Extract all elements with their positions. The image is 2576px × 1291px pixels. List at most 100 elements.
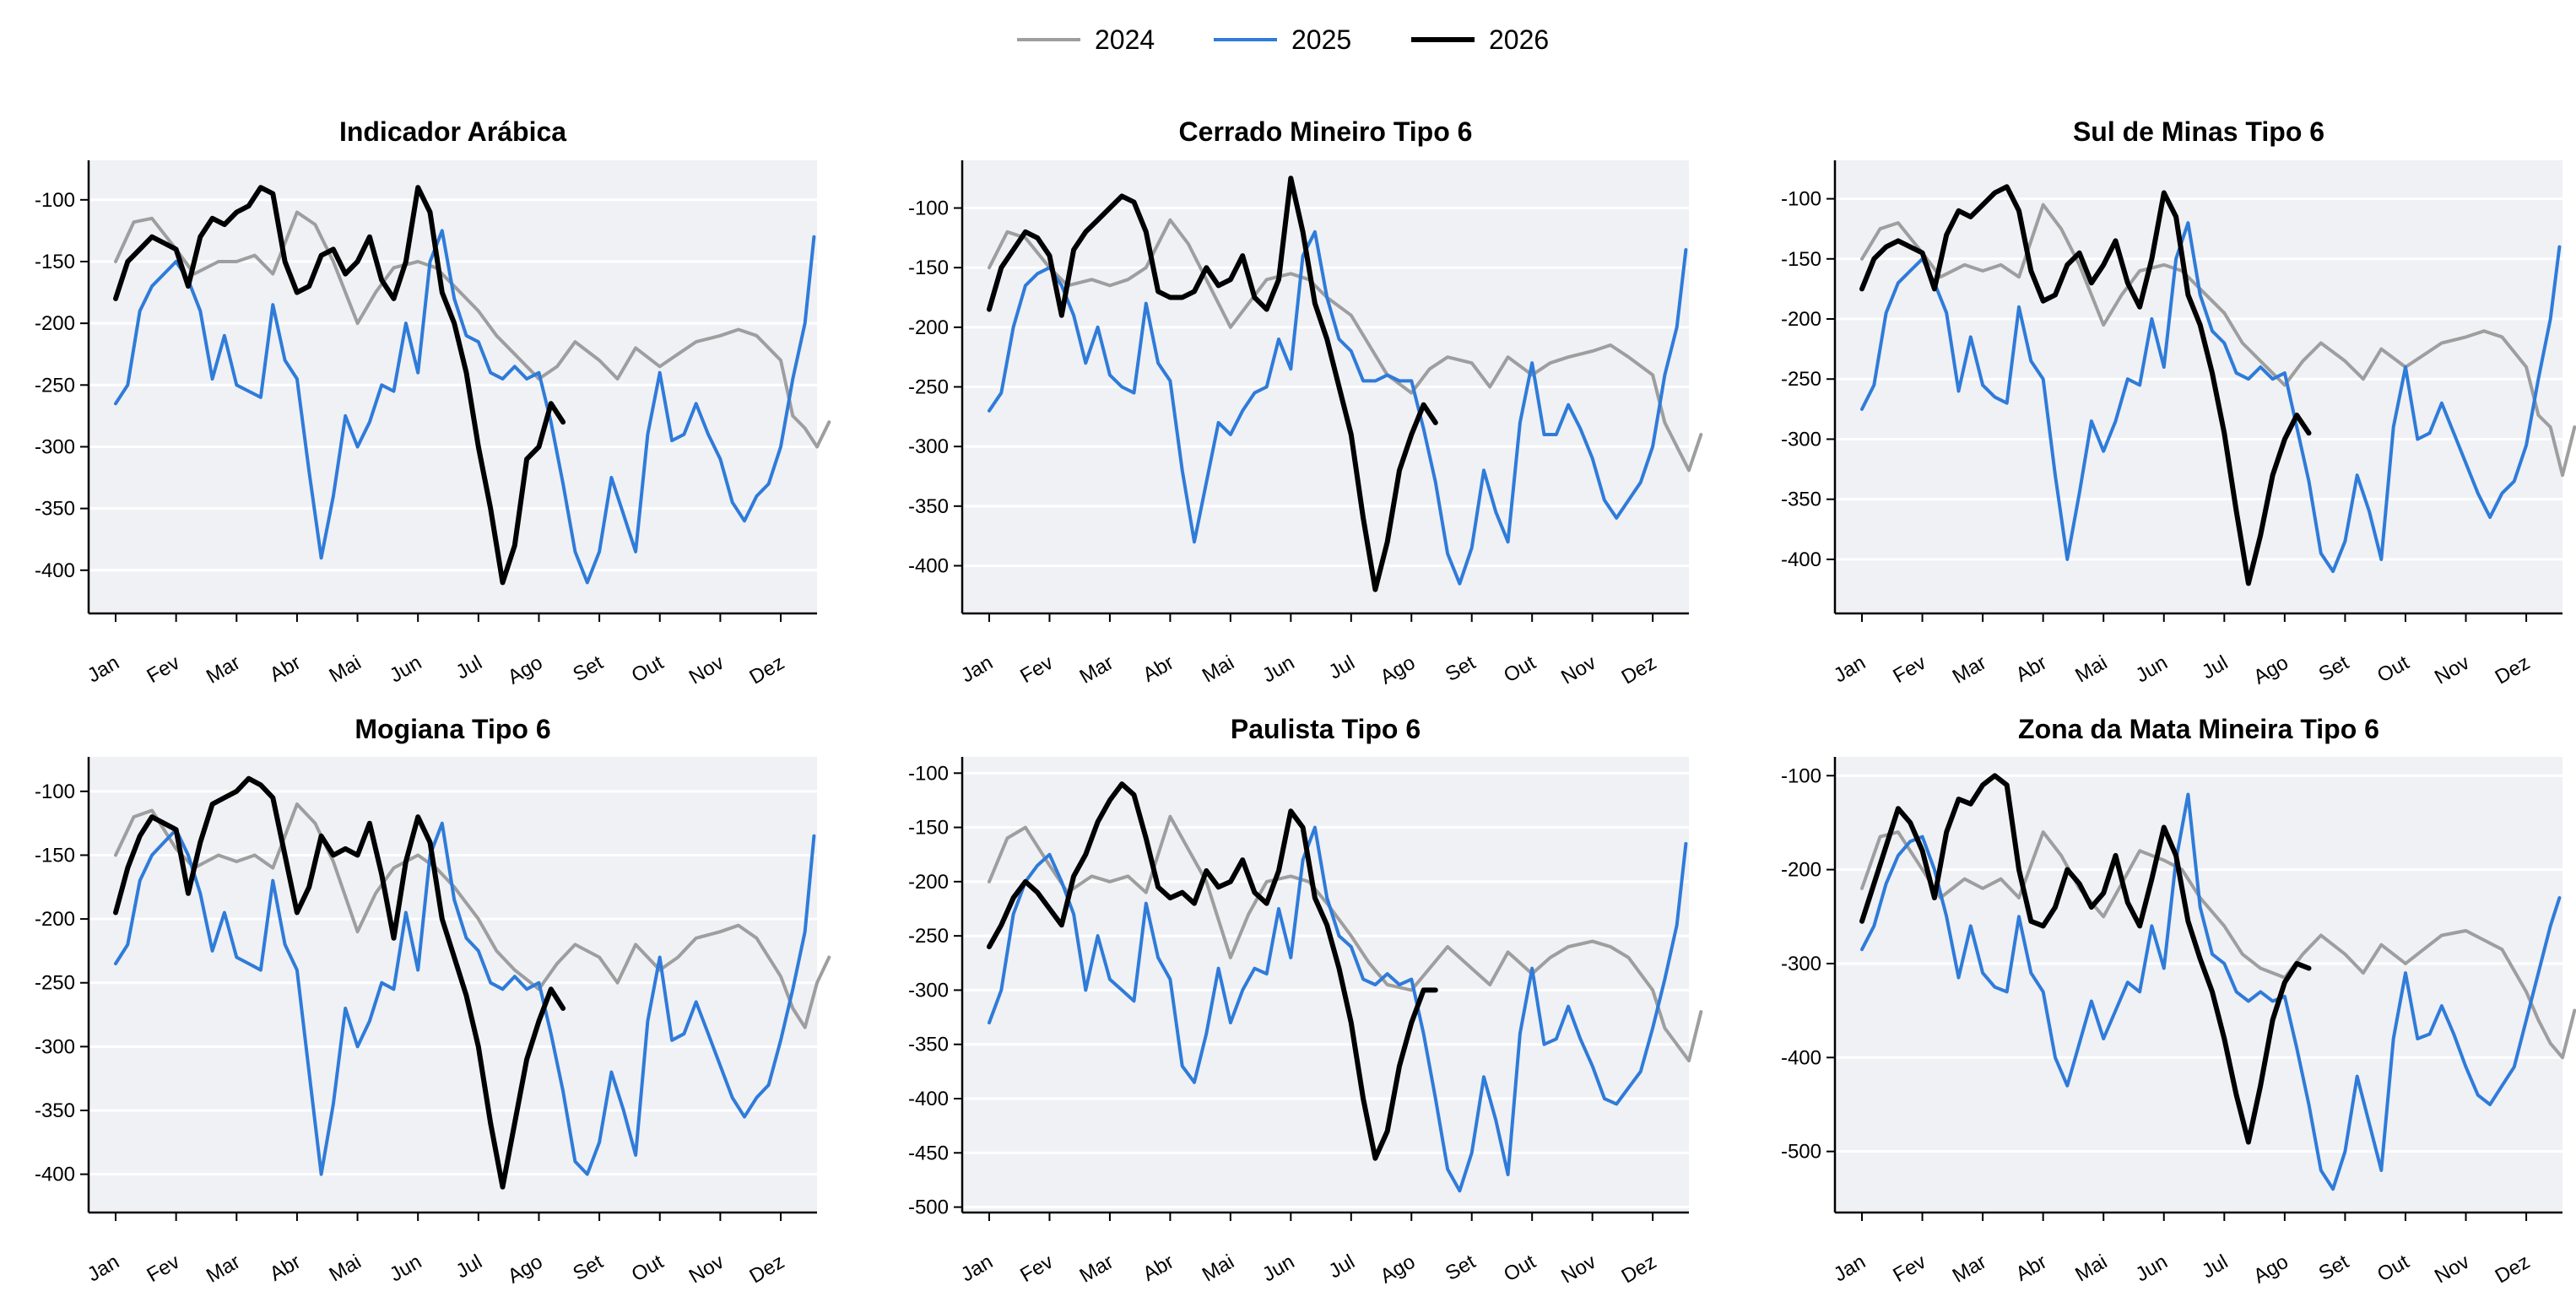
series-line-2025 (1860, 221, 2562, 574)
panel-mogiana-tipo-6: -100 -150 -200 -250 -300 -350 -400 Jan Fev Mar Abr… (35, 714, 831, 1288)
x-tick-label: Mai (326, 651, 365, 688)
x-tick-label: Set (569, 651, 607, 687)
y-tick-label: -150 (908, 817, 949, 840)
x-tick-label: Ago (1377, 1250, 1419, 1288)
x-tick-label: Jan (84, 651, 123, 688)
y-tick-label: -400 (1781, 548, 1821, 571)
series-line-2026 (1859, 773, 2312, 1145)
x-tick-label: Out (628, 1250, 668, 1287)
y-tick-label: -100 (35, 189, 75, 212)
series-line-2024 (114, 802, 831, 1029)
y-tick-label: -300 (908, 979, 949, 1002)
x-tick-label: Fev (1889, 1250, 1929, 1287)
x-tick-label: Dez (746, 1250, 788, 1288)
x-tick-label: Abr (1139, 1250, 1178, 1286)
x-tick-label: Jan (957, 1250, 997, 1287)
x-tick-label: Mai (1199, 1250, 1238, 1287)
panel-title: Cerrado Mineiro Tipo 6 (1179, 116, 1473, 147)
series-line-2024 (988, 814, 1703, 1062)
y-tick-label: -300 (35, 1035, 75, 1058)
x-tick-label: Set (1442, 1250, 1480, 1286)
x-tick-label: Jul (1325, 651, 1359, 684)
x-tick-label: Dez (2492, 651, 2534, 689)
x-tick-label: Abr (266, 651, 305, 687)
series-line-2026 (987, 176, 1438, 592)
legend-entry-2026: 2026 (1411, 24, 1549, 55)
x-tick-label: Ago (1377, 651, 1419, 689)
x-tick-label: Jan (957, 651, 997, 688)
x-tick-label: Dez (1618, 651, 1660, 689)
series-line-2026 (113, 775, 566, 1190)
panel-indicador-arabica: -100 -150 -200 -250 -300 -350 -400 Jan Fev Mar Abr… (35, 116, 831, 689)
x-tick-label: Fev (143, 1250, 183, 1287)
x-tick-label: Set (2315, 1250, 2353, 1286)
y-tick-label: -200 (1781, 308, 1821, 331)
plot-area (1835, 160, 2562, 613)
x-tick-label: Nov (1557, 1250, 1599, 1288)
legend-label: 2026 (1489, 24, 1549, 55)
x-tick-label: Jun (1258, 651, 1298, 688)
y-tick-label: -150 (35, 844, 75, 867)
x-tick-label: Dez (2492, 1250, 2534, 1288)
panel-title: Mogiana Tipo 6 (354, 714, 550, 744)
x-tick-label: Mar (1076, 1250, 1118, 1288)
y-tick-label: -250 (1781, 368, 1821, 391)
y-tick-label: -400 (35, 1164, 75, 1186)
x-tick-label: Fev (143, 651, 183, 688)
x-tick-label: Jun (1258, 1250, 1298, 1287)
x-tick-label: Jan (1830, 651, 1870, 688)
y-tick-label: -100 (1781, 188, 1821, 211)
x-tick-label: Fev (1889, 651, 1929, 688)
x-tick-label: Nov (2431, 651, 2473, 689)
y-tick-label: -200 (908, 871, 949, 894)
x-tick-label: Jul (2198, 651, 2232, 684)
x-tick-label: Jun (2132, 1250, 2172, 1287)
series-line-2025 (1860, 792, 2562, 1191)
y-tick-label: -500 (1781, 1141, 1821, 1164)
y-tick-label: -350 (35, 1099, 75, 1122)
x-tick-label: Mar (1949, 1250, 1990, 1288)
x-tick-label: Jun (2132, 651, 2172, 688)
series-line-2025 (114, 229, 816, 585)
x-tick-label: Ago (2249, 1250, 2292, 1288)
panel-title: Indicador Arábica (339, 116, 566, 147)
legend-label: 2025 (1291, 24, 1351, 55)
x-tick-label: Mar (203, 1250, 244, 1288)
y-tick-label: -300 (1781, 428, 1821, 451)
x-tick-label: Dez (746, 651, 788, 689)
y-tick-label: -250 (35, 374, 75, 397)
panel-title: Zona da Mata Mineira Tipo 6 (2018, 714, 2379, 744)
x-tick-label: Jan (1830, 1250, 1870, 1287)
x-tick-label: Jul (452, 1250, 486, 1283)
x-tick-label: Abr (2012, 651, 2051, 687)
series-line-2024 (1860, 203, 2576, 478)
y-tick-label: -300 (908, 435, 949, 458)
x-tick-label: Out (2373, 1250, 2413, 1287)
x-tick-label: Jun (386, 651, 425, 688)
y-tick-label: -450 (908, 1142, 949, 1164)
y-tick-label: -200 (35, 312, 75, 335)
x-tick-label: Mar (1949, 651, 1990, 689)
panel-title: Sul de Minas Tipo 6 (2073, 116, 2324, 147)
x-tick-label: Jul (452, 651, 486, 684)
series-line-2025 (988, 230, 1688, 586)
x-tick-label: Set (1442, 651, 1480, 687)
y-tick-label: -100 (908, 762, 949, 785)
x-tick-label: Fev (1016, 651, 1057, 688)
y-tick-label: -500 (908, 1196, 949, 1219)
y-tick-label: -200 (1781, 859, 1821, 882)
legend: 2024 2025 2026 (1017, 24, 1549, 55)
x-tick-label: Out (628, 651, 668, 688)
plot-area (89, 160, 817, 613)
y-tick-label: -200 (35, 908, 75, 931)
panel-title: Paulista Tipo 6 (1231, 714, 1421, 744)
x-tick-label: Ago (504, 651, 546, 689)
plot-area (89, 757, 817, 1213)
x-tick-label: Nov (685, 651, 728, 689)
y-tick-label: -100 (35, 781, 75, 803)
x-tick-label: Ago (2249, 651, 2292, 689)
series-line-2024 (988, 218, 1703, 473)
y-tick-label: -200 (908, 316, 949, 339)
y-tick-label: -350 (1781, 489, 1821, 511)
